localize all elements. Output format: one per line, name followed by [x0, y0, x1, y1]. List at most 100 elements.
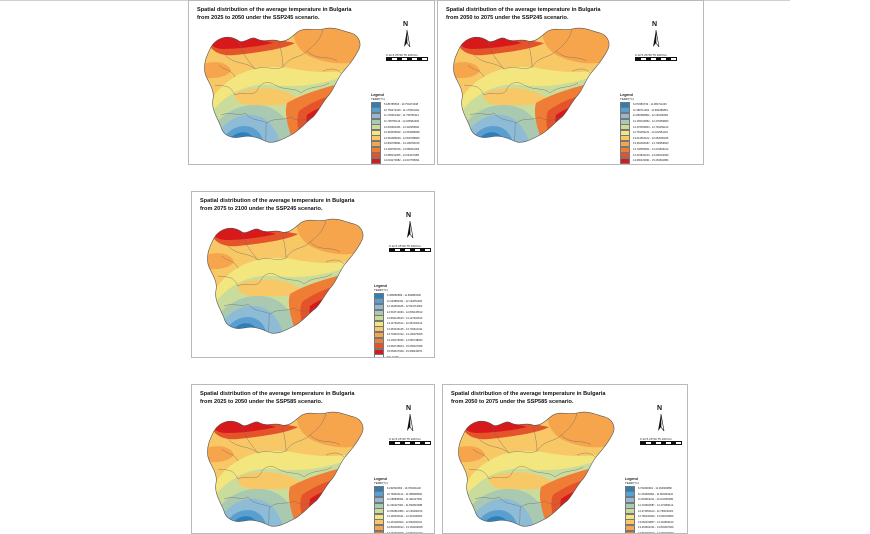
north-arrow-icon: N: [646, 21, 666, 51]
legend-value: 13.117904614 - 13.353106124: [387, 322, 422, 325]
legend-value: 12.564086009 - 12.846788960: [384, 137, 419, 140]
legend-unit: TEMP(°C): [620, 97, 686, 101]
legend-value: 14.560748004 - 15.069107908: [387, 345, 422, 348]
legend-value: 12.809145613 - 13.117904613: [387, 317, 422, 320]
legend-value: 11.491027061 - 11.832810088: [387, 504, 422, 507]
legend-value: 12.846788961 - 13.199784015: [384, 142, 419, 145]
legend-value: 6.368080899 - 11.694883330: [387, 294, 421, 297]
legend-value: 10.750474349 - 11.178461491: [384, 109, 419, 112]
map-title-line-2: from 2025 to 2050 under the SSP585 scena…: [200, 399, 354, 407]
legend-value: 14.034270082 - 14.647786091: [384, 159, 419, 162]
legend-value: 11.860386892 - 12.165190951: [633, 114, 668, 117]
scale-bar: 0 12.5 25 50 75 100 Km: [389, 437, 431, 447]
map-title-line-1: Spatial distribution of the average temp…: [197, 7, 351, 15]
legend-value: 13.012561102 - 13.352090186: [633, 137, 668, 140]
legend-value: 11.304600861 - 11.804663210: [638, 493, 673, 496]
legend-value: 11.380711264 - 11.860386891: [633, 109, 668, 112]
map-panel-3: Spatial distribution of the average temp…: [191, 191, 435, 358]
legend-value: 13.199784016 - 13.585011004: [384, 148, 419, 151]
map-title-line-2: from 2075 to 2100 under the SSP245 scena…: [200, 206, 354, 214]
legend-value: 14.201843213 - 14.690100090: [633, 154, 668, 157]
scale-bar: 0 12.5 25 50 75 100 Km: [389, 244, 431, 254]
legend-value: 12.504713063 - 12.809145612: [387, 311, 422, 314]
map-title-line-2: from 2050 to 2075 under the SSP245 scena…: [446, 15, 600, 23]
legend-value: 11.804663211 - 12.104660086: [638, 498, 673, 501]
map-title-line-2: from 2025 to 2050 under the SSP245 scena…: [197, 15, 351, 23]
legend-value: 12.781159211 - 13.012561101: [633, 131, 668, 134]
map-panel-5: Spatial distribution of the average temp…: [442, 384, 688, 534]
temperature-map: [449, 409, 619, 534]
legend-value: 13.352090187 - 13.748059600: [633, 142, 668, 145]
legend-value: 12.104660087 - 12.473050112: [638, 504, 673, 507]
legend-value: 13.404662101 - 13.804007009: [638, 526, 673, 529]
legend-swatch-nodata: [620, 163, 630, 165]
legend-value: 11.178461492 - 11.738750112: [384, 114, 419, 117]
legend-value: 15.069107909 - 15.668440871: [387, 350, 422, 353]
legend-value: 13.748059601 - 14.201843212: [633, 148, 668, 151]
north-arrow-icon: N: [400, 405, 420, 435]
legend-value: 14.100376006 - 14.560748003: [387, 339, 422, 342]
legend-value: 12.045962401 - 12.318356601: [384, 126, 419, 129]
legend-value: 6.070383743 - 11.380711263: [633, 103, 667, 106]
legend-value: 12.160490101 - 12.461190603: [387, 515, 422, 518]
legend: Legend TEMP(°C) 5.186785536 - 10.7504743…: [371, 93, 435, 165]
map-panel-1: Spatial distribution of the average temp…: [188, 0, 435, 165]
legend-value: 10.783401141 - 11.086838090: [387, 493, 422, 496]
legend-value: 11.694883331 - 12.162651184: [387, 300, 422, 303]
temperature-map: [444, 25, 614, 150]
map-title: Spatial distribution of the average temp…: [200, 391, 354, 406]
legend-value: 12.780040302 - 13.066160806: [638, 515, 673, 518]
legend-value: 12.165190952 - 12.476053803: [633, 120, 668, 123]
map-panel-2: Spatial distribution of the average temp…: [437, 0, 704, 165]
scale-bar: 0 12.5 25 50 75 100 Km: [386, 53, 428, 63]
map-title: Spatial distribution of the average temp…: [200, 198, 354, 213]
map-title: Spatial distribution of the average temp…: [197, 7, 351, 22]
legend-unit: TEMP(°C): [374, 481, 435, 485]
north-arrow-icon: N: [400, 212, 420, 242]
legend-swatch: [374, 531, 384, 534]
legend-value: 12.476053804 - 12.781159210: [633, 126, 668, 129]
legend-value: 13.585011005 - 14.034270081: [384, 154, 419, 157]
map-title-line-1: Spatial distribution of the average temp…: [200, 198, 354, 206]
legend-swatch-nodata: [371, 163, 381, 165]
legend: Legend TEMP(°C) 6.368080899 - 11.6948833…: [374, 284, 435, 358]
legend-value: 12.802066012 - 13.164033008: [387, 526, 422, 529]
north-arrow-icon: N: [651, 405, 671, 435]
legend-unit: TEMP(°C): [374, 288, 435, 292]
legend-swatch: [625, 531, 635, 534]
map-title: Spatial distribution of the average temp…: [451, 391, 605, 406]
legend-unit: TEMP(°C): [371, 97, 435, 101]
scale-bar: 0 12.5 25 50 75 100 Km: [640, 437, 682, 447]
legend: Legend TEMP(°C) 6.232502066 - 10.7834011…: [374, 477, 435, 534]
map-panel-4: Spatial distribution of the average temp…: [191, 384, 435, 534]
legend-value: 12.461190604 - 12.802066011: [387, 521, 422, 524]
legend-unit: TEMP(°C): [625, 481, 688, 485]
map-title-line-1: Spatial distribution of the average temp…: [451, 391, 605, 399]
legend: Legend TEMP(°C) 6.704690901 - 11.3046008…: [625, 477, 688, 534]
north-arrow-icon: N: [397, 21, 417, 51]
map-title-line-1: Spatial distribution of the average temp…: [200, 391, 354, 399]
legend-value: 12.162651185 - 12.504713062: [387, 305, 422, 308]
legend-value: 11.832810089 - 12.160490100: [387, 510, 422, 513]
legend-value: 5.186785536 - 10.750474348: [384, 103, 418, 106]
legend-swatch-nodata: [374, 354, 384, 358]
legend-value: 13.353106125 - 13.703401311: [387, 328, 422, 331]
map-title: Spatial distribution of the average temp…: [446, 7, 600, 22]
map-title-line-2: from 2050 to 2075 under the SSP585 scena…: [451, 399, 605, 407]
legend-value: 12.318356602 - 12.564086008: [384, 131, 419, 134]
legend-value: 11.086838091 - 11.491027060: [387, 498, 422, 501]
map-title-line-1: Spatial distribution of the average temp…: [446, 7, 600, 15]
temperature-map: [195, 25, 365, 150]
temperature-map: [198, 409, 368, 534]
legend-value: 11.738750113 - 12.045962400: [384, 120, 419, 123]
temperature-map: [198, 216, 368, 341]
scale-bar: 0 12.5 25 50 75 100 Km: [635, 53, 677, 63]
legend-value: 14.690100091 - 15.264601884: [633, 159, 668, 162]
legend-nodata-label: NO_DATA: [387, 356, 399, 358]
legend-value: 13.066160807 - 13.404662100: [638, 521, 673, 524]
legend-value: 6.704690901 - 11.304600860: [638, 487, 672, 490]
legend-value: 12.473050113 - 12.780040301: [638, 510, 673, 513]
legend-value: 13.703401312 - 14.100376005: [387, 333, 422, 336]
legend-value: 6.232502066 - 10.783401140: [387, 487, 421, 490]
legend: Legend TEMP(°C) 6.070383743 - 11.3807112…: [620, 93, 686, 165]
